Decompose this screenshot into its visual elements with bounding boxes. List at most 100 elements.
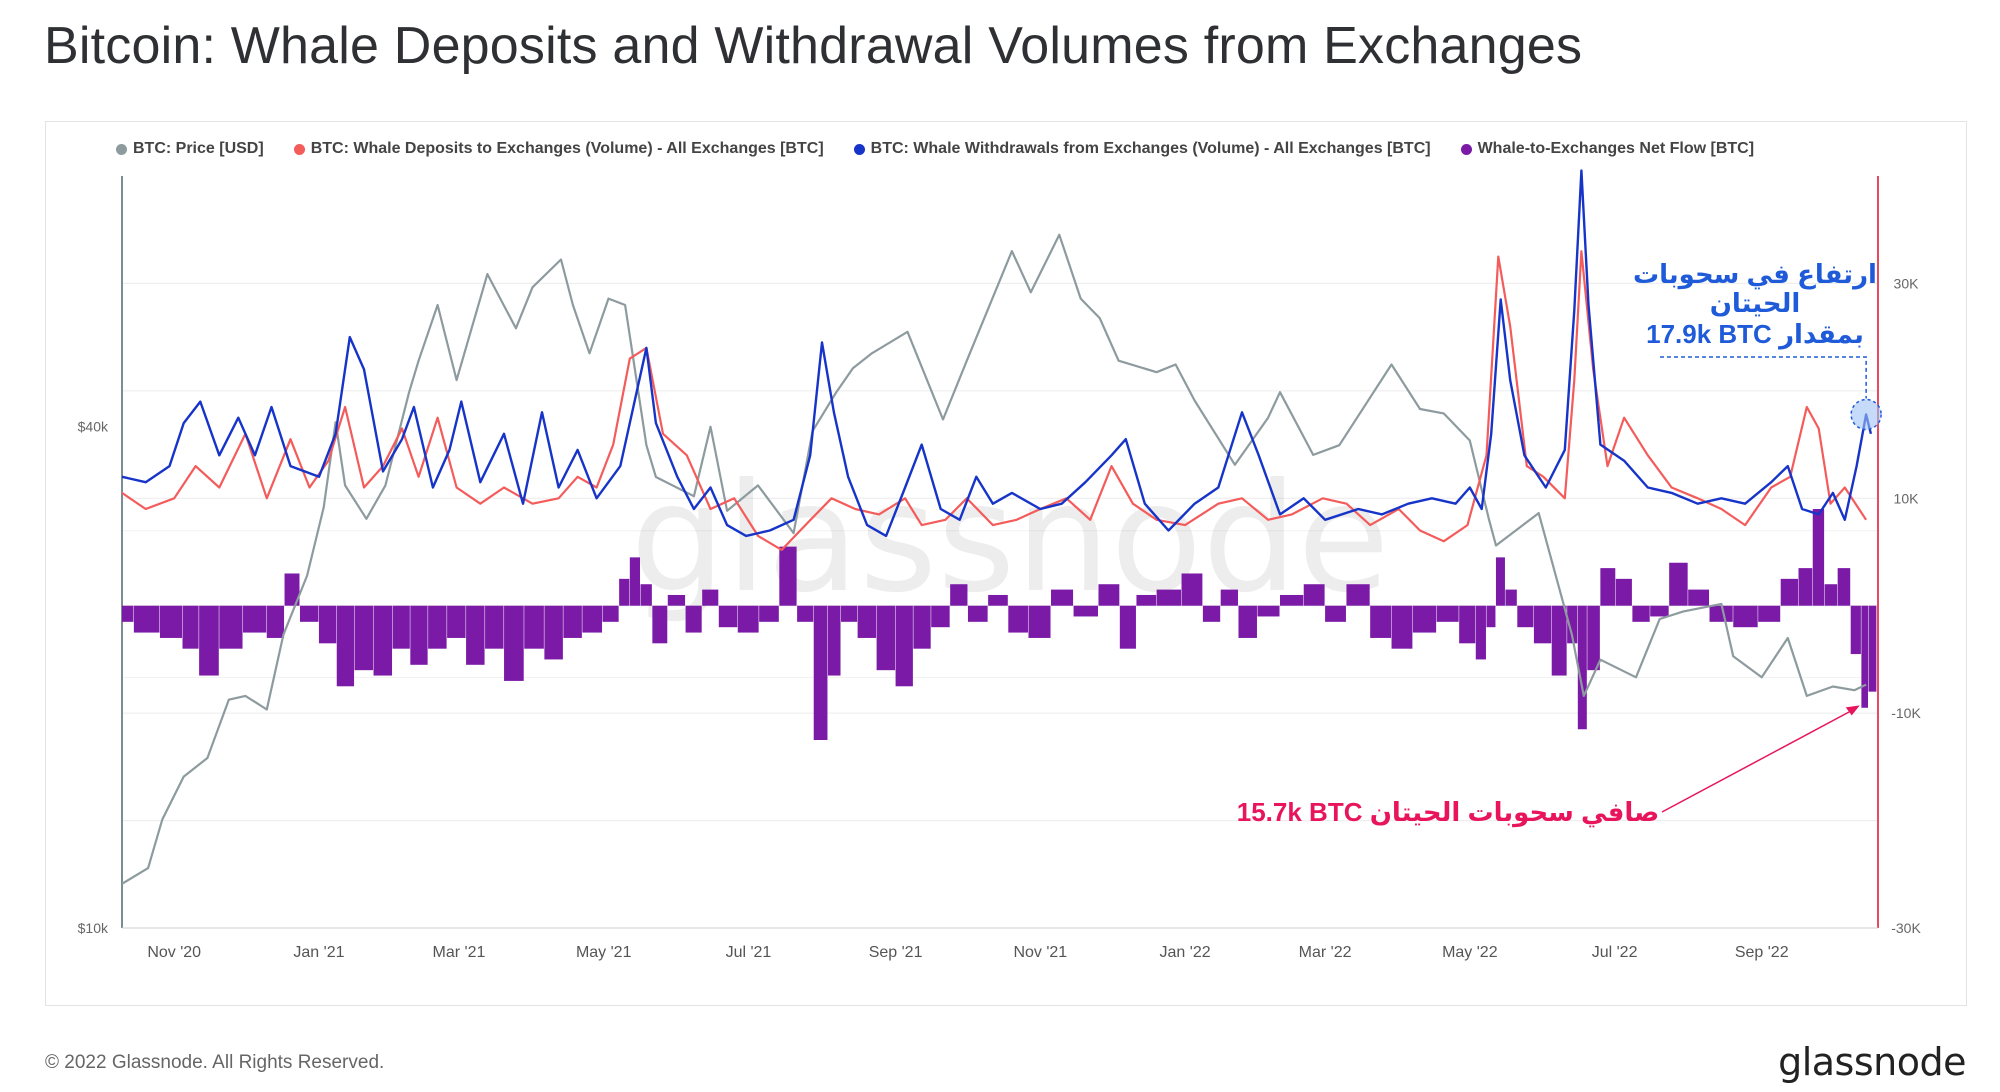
netflow-bar <box>1181 573 1203 606</box>
left-tick-label: $40k <box>78 419 109 435</box>
netflow-bar <box>1577 605 1587 730</box>
netflow-bar <box>582 605 603 633</box>
right-tick-label: 30K <box>1894 275 1920 291</box>
watermark: glassnode <box>630 452 1389 626</box>
left-axis-ticks: $10k $40k <box>78 419 109 936</box>
netflow-bar <box>392 605 410 649</box>
netflow-bar <box>685 605 702 633</box>
netflow-bar <box>318 605 337 644</box>
netflow-bar <box>876 605 896 671</box>
netflow-bar <box>1098 584 1120 606</box>
x-tick-label: May '22 <box>1442 944 1498 961</box>
netflow-bar <box>1238 605 1257 638</box>
netflow-bar <box>1600 568 1616 606</box>
netflow-bar <box>619 578 630 606</box>
netflow-bar <box>1202 605 1221 622</box>
annotation-leader-line <box>1660 356 1867 399</box>
x-tick-label: Nov '21 <box>1013 944 1067 961</box>
x-tick-label: Mar '22 <box>1299 944 1352 961</box>
netflow-bar <box>950 584 968 606</box>
legend-item-withdrawals[interactable]: BTC: Whale Withdrawals from Exchanges (V… <box>853 140 1431 158</box>
netflow-bar <box>1587 605 1600 671</box>
netflow-bar <box>841 605 858 622</box>
legend-item-netflow[interactable]: Whale-to-Exchanges Net Flow [BTC] <box>1460 140 1754 158</box>
netflow-bar <box>1486 605 1496 628</box>
netflow-bar <box>718 605 738 628</box>
netflow-bar <box>410 605 428 665</box>
netflow-bar <box>737 605 759 633</box>
annotation-arrow-line <box>1661 707 1857 813</box>
netflow-bar <box>1325 605 1346 622</box>
netflow-bar <box>563 605 582 638</box>
right-axis-ticks: -30K -10K 10K 30K <box>1891 275 1921 936</box>
netflow-bar <box>266 605 285 638</box>
chart-legend: BTC: Price [USD] BTC: Whale Deposits to … <box>116 138 1754 160</box>
netflow-bar <box>1650 605 1669 617</box>
x-tick-label: Sep '21 <box>869 944 923 961</box>
netflow-bar <box>640 584 652 606</box>
netflow-bar <box>827 605 841 676</box>
netflow-bar <box>373 605 393 676</box>
x-tick-label: Jan '21 <box>293 944 344 961</box>
netflow-bar <box>1119 605 1136 649</box>
netflow-bar <box>813 605 828 740</box>
netflow-bar <box>1280 594 1304 606</box>
x-tick-label: May '21 <box>576 944 632 961</box>
annotation-text-line: الحيتان <box>1710 288 1801 318</box>
x-tick-label: Jul '22 <box>1592 944 1638 961</box>
x-tick-label: Sep '22 <box>1735 944 1789 961</box>
footer-copyright: © 2022 Glassnode. All Rights Reserved. <box>45 1052 385 1073</box>
netflow-bar <box>1709 605 1733 622</box>
netflow-bar <box>1028 605 1051 638</box>
netflow-bar <box>524 605 544 649</box>
netflow-bar <box>931 605 950 628</box>
netflow-bar <box>1868 605 1877 692</box>
x-tick-label: Mar '21 <box>433 944 486 961</box>
netflow-bar <box>1505 589 1517 606</box>
annotation-text-line: بمقدار 17.9k BTC <box>1646 319 1864 349</box>
legend-label-price: BTC: Price [USD] <box>133 140 264 157</box>
netflow-bar <box>1567 605 1578 644</box>
left-tick-label: $10k <box>78 920 109 936</box>
netflow-bar <box>759 605 779 622</box>
legend-item-deposits[interactable]: BTC: Whale Deposits to Exchanges (Volume… <box>293 140 824 158</box>
netflow-bar <box>1051 589 1074 606</box>
netflow-bars <box>122 509 1877 740</box>
netflow-bar <box>1257 605 1280 617</box>
right-tick-label: 10K <box>1894 490 1920 506</box>
withdrawals-line <box>121 169 1873 538</box>
netflow-bar <box>797 605 814 622</box>
footer-logo: glassnode <box>1778 1040 1966 1084</box>
netflow-bar <box>967 605 988 622</box>
netflow-bar <box>629 557 640 606</box>
netflow-bar <box>199 605 219 676</box>
netflow-bar <box>1459 605 1476 644</box>
netflow-bar <box>447 605 466 638</box>
netflow-bar <box>1533 605 1552 644</box>
netflow-bar <box>122 605 134 622</box>
netflow-bar <box>485 605 504 649</box>
legend-marker-netflow <box>1460 143 1472 155</box>
netflow-bar <box>159 605 183 638</box>
netflow-bar <box>1861 605 1869 708</box>
netflow-bar <box>1495 557 1505 606</box>
right-tick-label: -10K <box>1891 705 1921 721</box>
netflow-bar <box>1136 594 1157 606</box>
legend-marker-price <box>116 143 127 155</box>
x-tick-label: Nov '20 <box>147 944 201 961</box>
netflow-bar <box>988 594 1008 606</box>
netflow-bar <box>243 605 267 633</box>
netflow-bar <box>913 605 931 649</box>
netflow-bar <box>779 546 797 606</box>
netflow-bar <box>1346 584 1370 606</box>
netflow-bar <box>602 605 619 622</box>
netflow-bar <box>1632 605 1650 622</box>
netflow-bar <box>544 605 563 660</box>
netflow-bar <box>1436 605 1459 622</box>
legend-item-price[interactable]: BTC: Price [USD] <box>116 140 264 158</box>
netflow-bar <box>1733 605 1758 628</box>
legend-marker-withdrawals <box>853 143 865 155</box>
netflow-bar <box>1008 605 1028 633</box>
netflow-bar <box>504 605 524 681</box>
page-title: Bitcoin: Whale Deposits and Withdrawal V… <box>44 17 1583 75</box>
